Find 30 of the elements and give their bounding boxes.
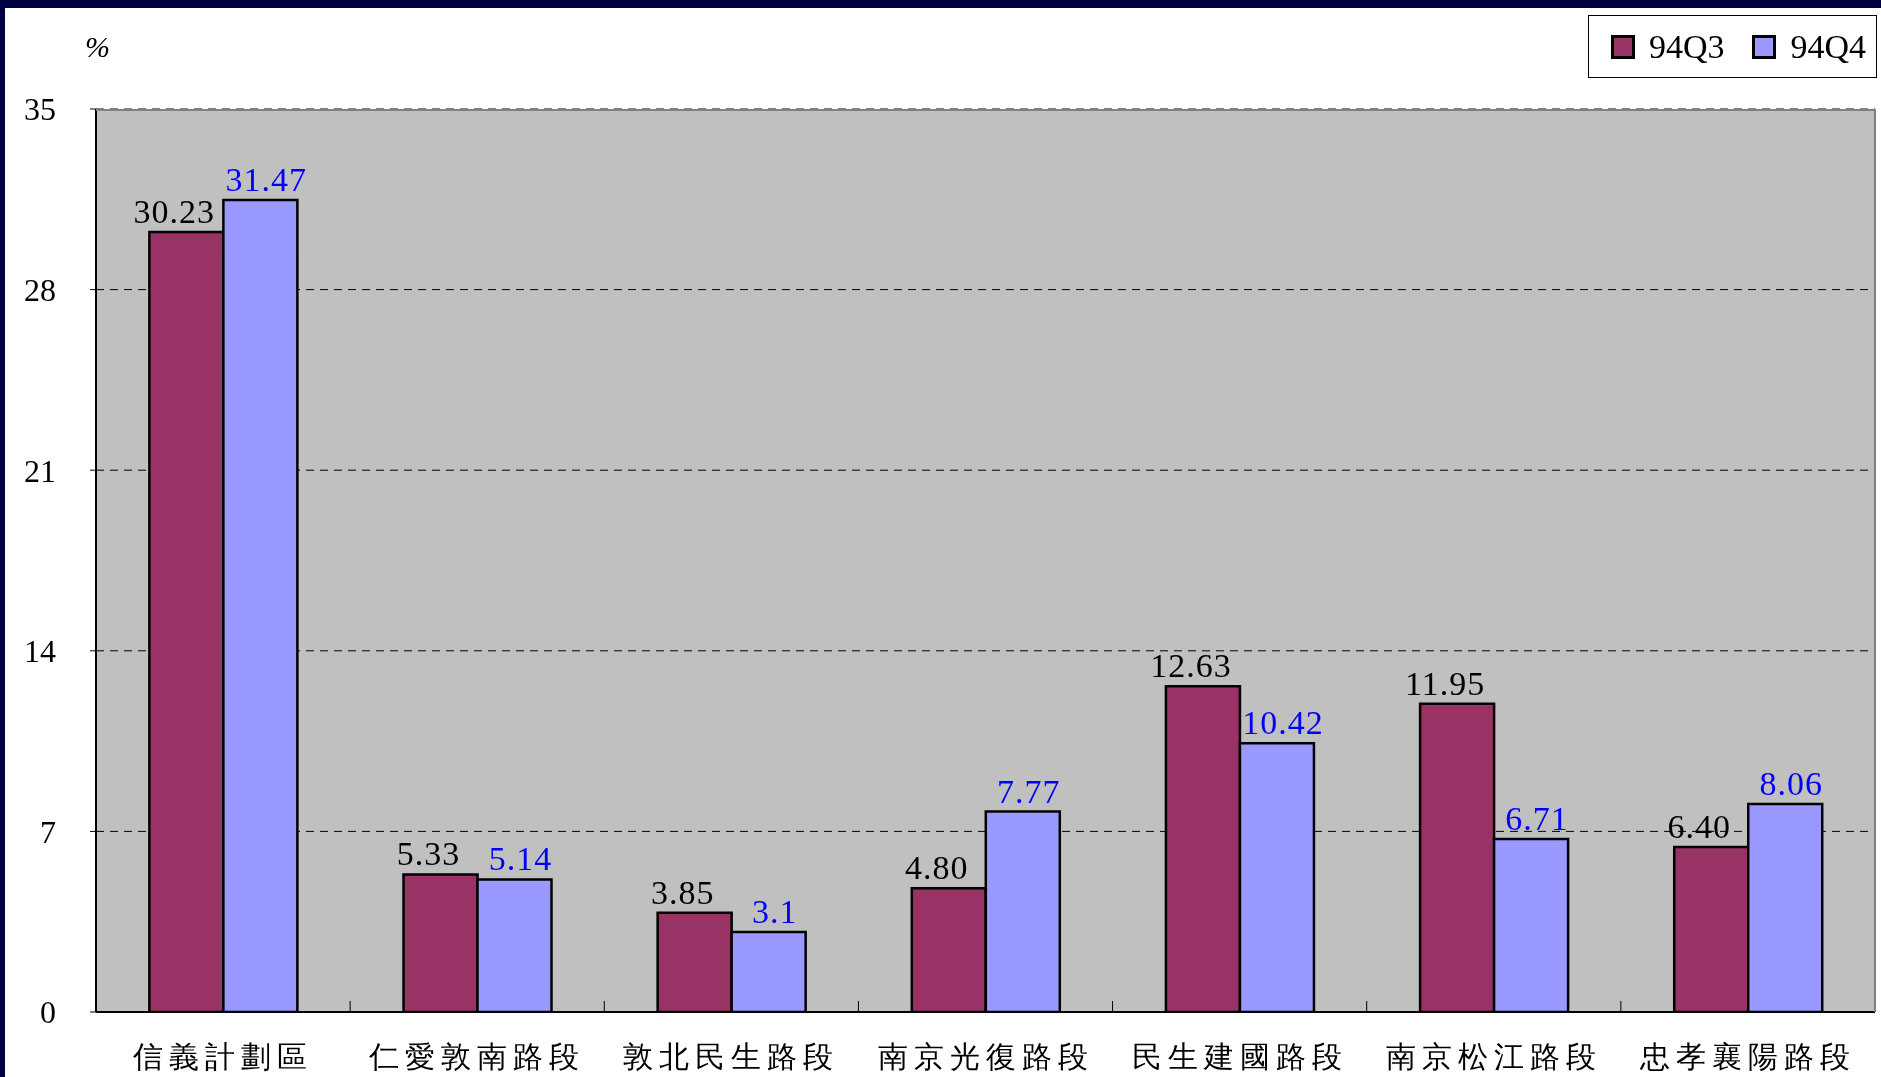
data-label: 30.23 bbox=[133, 193, 216, 231]
data-label: 31.47 bbox=[225, 161, 308, 199]
x-tick-label: 忠孝襄陽路段 bbox=[1638, 1040, 1856, 1073]
x-tick-label: 信義計劃區 bbox=[133, 1040, 314, 1073]
x-tick-label: 敦北民生路段 bbox=[623, 1040, 840, 1073]
legend-label: 94Q4 bbox=[1790, 27, 1866, 66]
data-label: 3.1 bbox=[751, 893, 798, 931]
data-label: 5.33 bbox=[396, 835, 461, 873]
y-tick-label: 0 bbox=[40, 994, 56, 1031]
data-label: 11.95 bbox=[1404, 664, 1486, 702]
legend-label: 94Q3 bbox=[1648, 27, 1725, 66]
data-label: 6.40 bbox=[1667, 807, 1731, 845]
y-tick-label: 35 bbox=[24, 91, 56, 128]
data-label: 4.80 bbox=[905, 849, 969, 887]
x-tick-label: 南京松江路段 bbox=[1385, 1040, 1602, 1073]
data-label: 7.77 bbox=[997, 772, 1061, 810]
y-tick-label: 28 bbox=[24, 271, 56, 308]
y-tick-label: 14 bbox=[24, 633, 56, 670]
data-label: 12.63 bbox=[1150, 647, 1232, 685]
data-label: 5.14 bbox=[488, 840, 553, 878]
x-tick-label: 民生建國路段 bbox=[1131, 1040, 1348, 1073]
y-axis-title: % bbox=[85, 30, 110, 64]
data-label: 8.06 bbox=[1759, 765, 1823, 803]
y-tick-label: 7 bbox=[40, 813, 56, 850]
x-tick-label: 南京光復路段 bbox=[877, 1040, 1094, 1073]
data-label: 10.42 bbox=[1242, 704, 1324, 742]
data-label: 3.85 bbox=[650, 873, 715, 911]
data-label: 6.71 bbox=[1505, 799, 1569, 837]
y-tick-label: 21 bbox=[24, 452, 56, 489]
x-tick-label: 仁愛敦南路段 bbox=[368, 1040, 586, 1073]
